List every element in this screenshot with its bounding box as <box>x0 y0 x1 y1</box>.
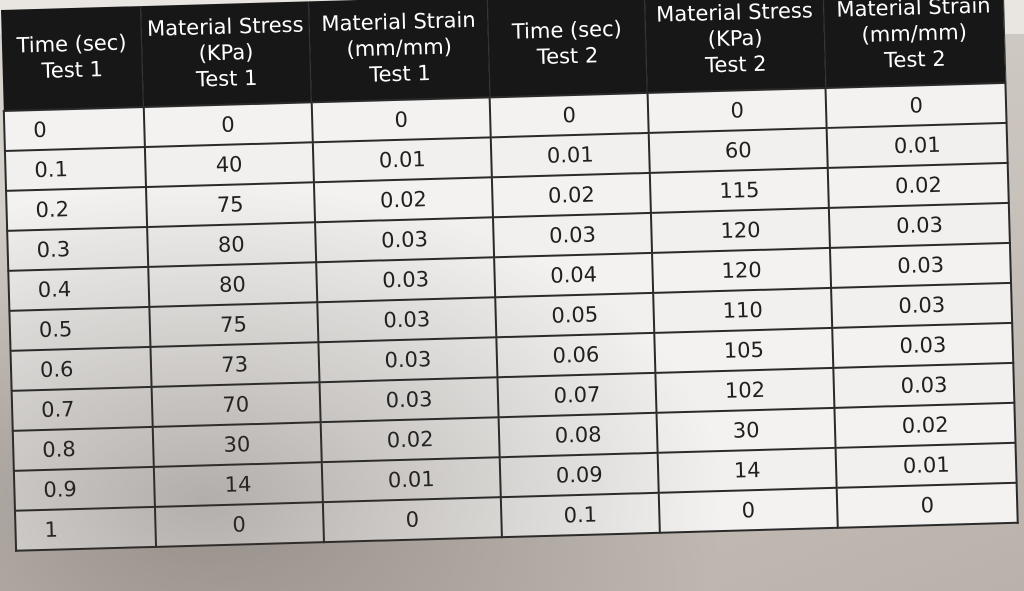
table-cell: 0.03 <box>318 337 498 383</box>
table-cell: 0.03 <box>830 242 1012 288</box>
table-cell: 0.03 <box>829 202 1010 248</box>
table-cell: 75 <box>145 182 315 227</box>
table-cell: 0.6 <box>10 346 152 391</box>
data-table-sheet: Time (sec) Test 1 Material Stress (KPa) … <box>0 0 1018 551</box>
table-cell: 0.01 <box>835 442 1017 488</box>
table-cell: 0.05 <box>495 292 655 338</box>
table-cell: 0.03 <box>319 377 499 423</box>
table-cell: 0.07 <box>497 372 657 418</box>
table-cell: 40 <box>144 142 314 188</box>
header-strain-test1: Material Strain (mm/mm) Test 1 <box>308 0 490 103</box>
table-cell: 0.01 <box>312 137 493 183</box>
table-cell: 1 <box>14 506 156 551</box>
table-cell: 0.5 <box>9 306 151 351</box>
table-cell: 105 <box>654 327 834 373</box>
table-cell: 70 <box>151 382 321 427</box>
table-cell: 14 <box>153 462 323 507</box>
table-cell: 0.02 <box>313 177 494 223</box>
table-cell: 120 <box>651 247 832 293</box>
table-cell: 30 <box>656 407 836 453</box>
table-cell: 30 <box>152 422 322 467</box>
table-cell: 60 <box>648 127 829 173</box>
table-cell: 0.9 <box>13 466 155 511</box>
table-cell: 0 <box>489 92 649 138</box>
table-cell: 0.1 <box>4 147 146 191</box>
table-cell: 0.08 <box>498 412 658 458</box>
table-cell: 0.01 <box>491 132 650 178</box>
table-cell: 110 <box>652 287 833 333</box>
table-cell: 0.03 <box>833 362 1015 408</box>
table-cell: 73 <box>150 342 320 387</box>
table-cell: 0.3 <box>7 226 148 271</box>
table-cell: 0.01 <box>321 457 502 503</box>
table-cell: 0 <box>311 97 492 143</box>
table-cell: 0.01 <box>826 122 1008 168</box>
header-strain-test2: Material Strain (mm/mm) Test 2 <box>823 0 1006 88</box>
table-cell: 0.02 <box>828 162 1009 208</box>
table-cell: 0.03 <box>832 322 1014 368</box>
table-cell: 14 <box>657 447 838 493</box>
table-body: 0 0 0 0 0 0 0.1 40 0.01 0.01 60 0.01 0.2 75 0.02 0.02 11… <box>3 82 1018 551</box>
header-time-test1: Time (sec) Test 1 <box>0 6 144 111</box>
table-cell: 0.06 <box>496 332 656 378</box>
table-cell: 0 <box>837 482 1018 528</box>
table-cell: 0 <box>658 487 839 533</box>
table-cell: 0.02 <box>492 172 651 218</box>
table-cell: 0.8 <box>12 426 154 471</box>
table-cell: 0.7 <box>11 386 153 431</box>
table-cell: 0.03 <box>314 217 495 263</box>
table-cell: 0 <box>322 497 503 543</box>
table-cell: 0 <box>647 87 827 133</box>
header-time-test2: Time (sec) Test 2 <box>487 0 648 98</box>
table-cell: 0.03 <box>831 282 1013 328</box>
table-cell: 0.4 <box>8 266 150 311</box>
table-cell: 0 <box>154 502 324 547</box>
table-cell: 0.2 <box>6 187 147 231</box>
table-cell: 0.02 <box>834 402 1016 448</box>
table-cell: 80 <box>147 262 318 307</box>
table-cell: 0.04 <box>494 252 653 298</box>
header-stress-test2: Material Stress (KPa) Test 2 <box>644 0 826 93</box>
table-cell: 0.02 <box>320 417 500 463</box>
table-cell: 0.03 <box>493 212 652 258</box>
table-cell: 75 <box>149 302 319 347</box>
table-cell: 0 <box>825 82 1007 128</box>
table-cell: 102 <box>655 367 835 413</box>
header-stress-test1: Material Stress (KPa) Test 1 <box>140 1 312 108</box>
table-cell: 0.1 <box>501 492 660 538</box>
table-cell: 80 <box>146 222 316 267</box>
data-table: Time (sec) Test 1 Material Stress (KPa) … <box>0 0 1018 551</box>
table-cell: 0.03 <box>315 257 496 303</box>
table-cell: 0.03 <box>317 297 497 343</box>
table-cell: 115 <box>649 167 830 213</box>
table-cell: 0 <box>3 107 145 151</box>
table-cell: 0 <box>143 102 313 148</box>
table-cell: 120 <box>650 207 831 253</box>
table-cell: 0.09 <box>499 452 659 498</box>
